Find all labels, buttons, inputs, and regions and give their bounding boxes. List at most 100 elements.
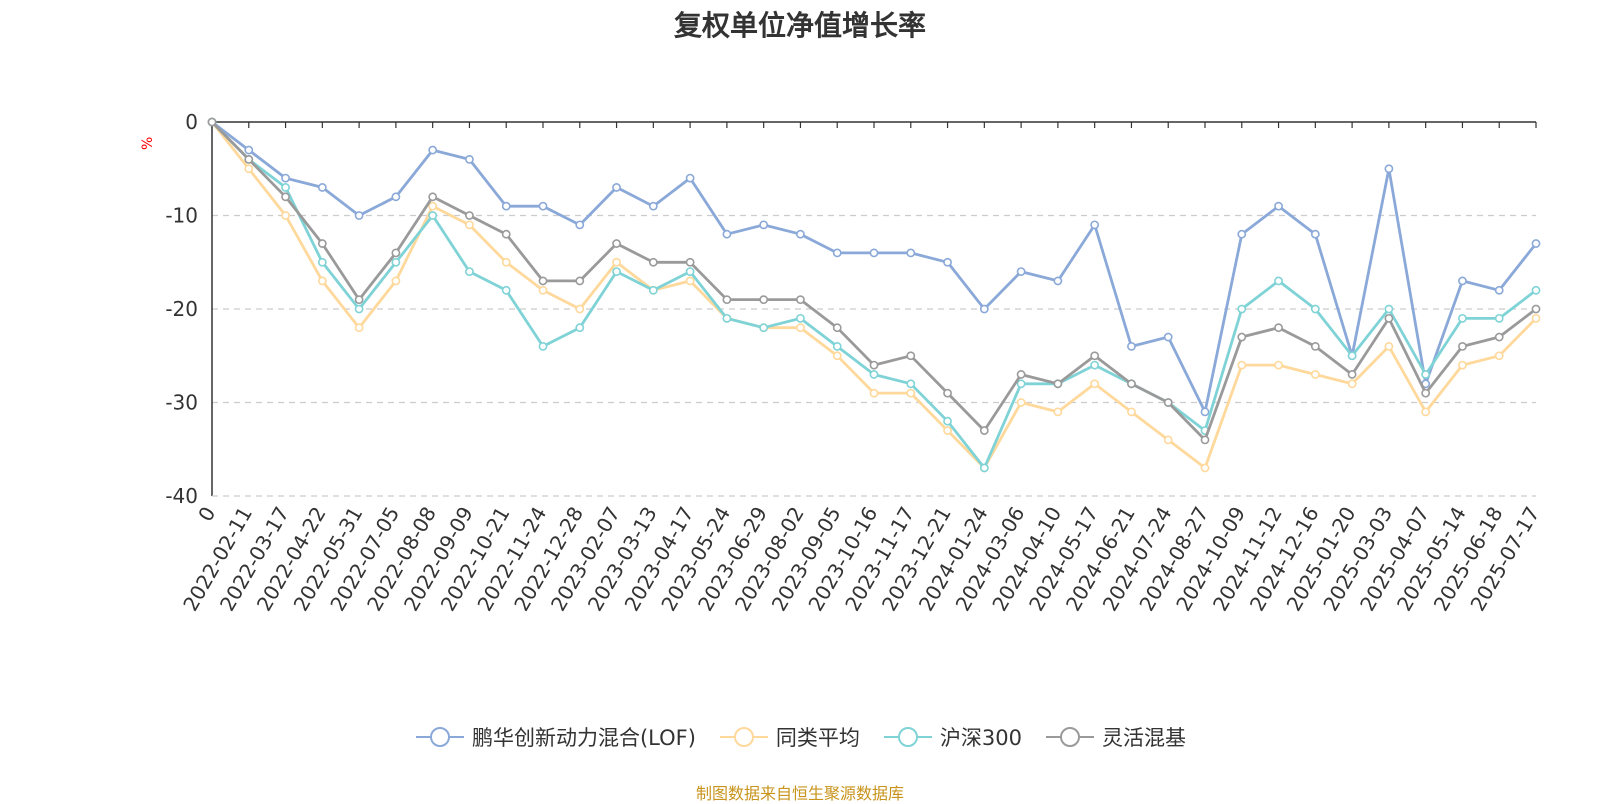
data-point [1237, 360, 1247, 370]
data-point [979, 426, 989, 435]
data-point [244, 145, 254, 155]
data-point [685, 276, 695, 286]
data-point [832, 341, 842, 351]
data-point [1494, 351, 1504, 361]
data-point [1310, 304, 1320, 314]
data-point [1274, 276, 1283, 286]
legend-label: 鹏华创新动力混合(LOF) [471, 726, 696, 750]
legend-item-1[interactable]: 同类平均 [718, 722, 860, 752]
data-point [796, 295, 805, 305]
data-point [538, 285, 548, 295]
data-point [317, 276, 327, 286]
data-point [906, 248, 916, 258]
data-point [1016, 379, 1026, 389]
data-point [391, 257, 401, 267]
legend-item-3[interactable]: 灵活混基 [1044, 722, 1186, 752]
data-point [538, 276, 548, 286]
data-point [943, 257, 952, 267]
data-point [979, 463, 989, 473]
y-tick-label: 0 [185, 110, 198, 134]
source-note: 制图数据来自恒生聚源数据库 [695, 784, 904, 803]
data-point [1310, 341, 1320, 351]
data-point [685, 173, 695, 183]
data-point [1531, 304, 1541, 314]
data-point [354, 304, 364, 314]
data-point [1494, 332, 1504, 342]
data-point [759, 295, 769, 305]
data-point [244, 164, 254, 174]
data-point [1384, 304, 1394, 314]
data-point [1090, 351, 1100, 361]
data-point [354, 295, 364, 305]
data-point [281, 192, 290, 202]
data-point [943, 388, 952, 398]
legend-label: 同类平均 [775, 726, 860, 750]
data-point [759, 220, 769, 230]
data-point [501, 285, 511, 295]
data-point [1200, 407, 1210, 417]
data-point [1016, 398, 1026, 407]
legend-label: 灵活混基 [1102, 726, 1187, 750]
data-point [428, 145, 438, 155]
data-point [612, 183, 621, 192]
data-point [575, 304, 585, 314]
data-point [796, 229, 805, 239]
series-line-2 [211, 121, 1537, 470]
data-point [1237, 304, 1247, 314]
series-line-1 [210, 121, 1537, 470]
data-point [428, 201, 438, 211]
data-point [1090, 360, 1100, 370]
data-point [538, 201, 548, 211]
data-point [1127, 379, 1136, 389]
data-point [1016, 370, 1026, 379]
data-point [869, 248, 879, 258]
data-point [869, 370, 879, 379]
data-point [317, 257, 327, 267]
x-tick-label: 0 [193, 503, 220, 526]
legend-line-marker-icon [415, 727, 464, 747]
data-point [465, 267, 474, 276]
data-point [1384, 164, 1394, 174]
data-point [1163, 332, 1173, 342]
data-point [317, 239, 327, 248]
data-point [943, 416, 952, 426]
data-point [244, 154, 254, 164]
data-point [391, 248, 401, 258]
legend-line-marker-icon [1046, 727, 1095, 747]
data-point [648, 201, 658, 211]
legend-item-2[interactable]: 沪深300 [882, 722, 1022, 752]
data-point [722, 295, 732, 305]
data-point [1458, 360, 1467, 370]
data-point [465, 154, 474, 164]
data-point [501, 229, 511, 239]
data-point [281, 183, 290, 192]
data-point [685, 267, 695, 276]
data-point [501, 201, 511, 211]
data-point [612, 239, 621, 248]
data-point [465, 220, 474, 230]
data-point [575, 323, 585, 333]
data-point [906, 379, 916, 389]
data-point [575, 220, 585, 230]
data-point [354, 211, 364, 220]
data-point [722, 313, 732, 323]
data-point [207, 117, 217, 127]
data-point [501, 257, 511, 267]
data-point [575, 276, 585, 286]
data-point [1458, 276, 1467, 286]
y-tick-label: -40 [165, 484, 198, 508]
data-point [832, 248, 842, 258]
y-tick-label: -30 [165, 391, 198, 415]
data-point [1384, 341, 1394, 351]
data-point [538, 341, 548, 351]
data-point [1200, 435, 1210, 445]
data-point [1163, 435, 1173, 445]
data-point [612, 257, 621, 267]
data-point [1421, 388, 1431, 398]
legend-item-0[interactable]: 鹏华创新动力混合(LOF) [414, 722, 696, 752]
y-tick-label: -20 [165, 297, 198, 321]
data-point [1531, 285, 1541, 295]
data-point [832, 323, 842, 333]
data-point [1274, 323, 1283, 333]
data-point [612, 267, 621, 276]
